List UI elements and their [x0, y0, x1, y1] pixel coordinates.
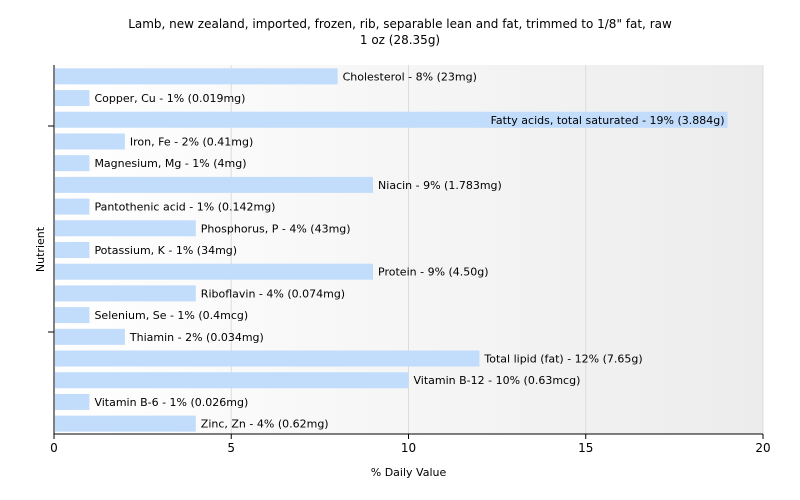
bar-label: Potassium, K - 1% (34mg) [94, 244, 237, 257]
bar-label: Vitamin B-6 - 1% (0.026mg) [94, 396, 248, 409]
bar [55, 285, 196, 302]
bar-label: Zinc, Zn - 4% (0.62mg) [201, 418, 329, 431]
bar [55, 328, 125, 345]
bar [55, 393, 90, 410]
bar-label: Vitamin B-12 - 10% (0.63mcg) [414, 374, 581, 387]
bar-label: Riboflavin - 4% (0.074mg) [201, 287, 345, 300]
x-tick-label: 10 [401, 441, 416, 455]
bar [55, 155, 90, 172]
bar [55, 198, 90, 215]
bar [55, 68, 338, 85]
x-tick-label: 0 [50, 441, 58, 455]
chart-subtitle: 1 oz (28.35g) [359, 33, 441, 47]
x-tick-label: 15 [578, 441, 593, 455]
bar [55, 307, 90, 324]
x-tick-label: 5 [227, 441, 235, 455]
bars: Cholesterol - 8% (23mg) Copper, Cu - 1% (… [55, 68, 728, 432]
chart-title: Lamb, new zealand, imported, frozen, rib… [0, 16, 800, 48]
bar-label: Magnesium, Mg - 1% (4mg) [94, 157, 246, 170]
bar [55, 133, 125, 150]
bar-label: Cholesterol - 8% (23mg) [343, 70, 477, 83]
bar-label: Selenium, Se - 1% (0.4mcg) [94, 309, 248, 322]
bar-label: Niacin - 9% (1.783mg) [378, 179, 502, 192]
bar-label: Pantothenic acid - 1% (0.142mg) [94, 201, 275, 214]
x-axis-ticks: 0 5 10 15 20 [50, 434, 771, 455]
bar [55, 220, 196, 237]
bar [55, 111, 728, 128]
bar-label: Phosphorus, P - 4% (43mg) [201, 222, 351, 235]
bar [55, 350, 480, 367]
bar [55, 90, 90, 107]
x-tick-label: 20 [755, 441, 770, 455]
bar-label: Total lipid (fat) - 12% (7.65g) [483, 353, 642, 366]
bar [55, 415, 196, 432]
x-axis-title: % Daily Value [371, 466, 447, 479]
bar-label: Protein - 9% (4.50g) [378, 266, 489, 279]
bar [55, 372, 409, 389]
bar-label: Iron, Fe - 2% (0.41mg) [130, 135, 253, 148]
bar-label: Fatty acids, total saturated - 19% (3.88… [491, 114, 725, 127]
bar [55, 176, 374, 193]
y-axis-title: Nutrient [34, 226, 47, 272]
bar-label: Thiamin - 2% (0.034mg) [129, 331, 264, 344]
chart-title-line: Lamb, new zealand, imported, frozen, rib… [128, 17, 672, 31]
bar [55, 263, 374, 280]
bar [55, 242, 90, 258]
bar-label: Copper, Cu - 1% (0.019mg) [94, 92, 245, 105]
